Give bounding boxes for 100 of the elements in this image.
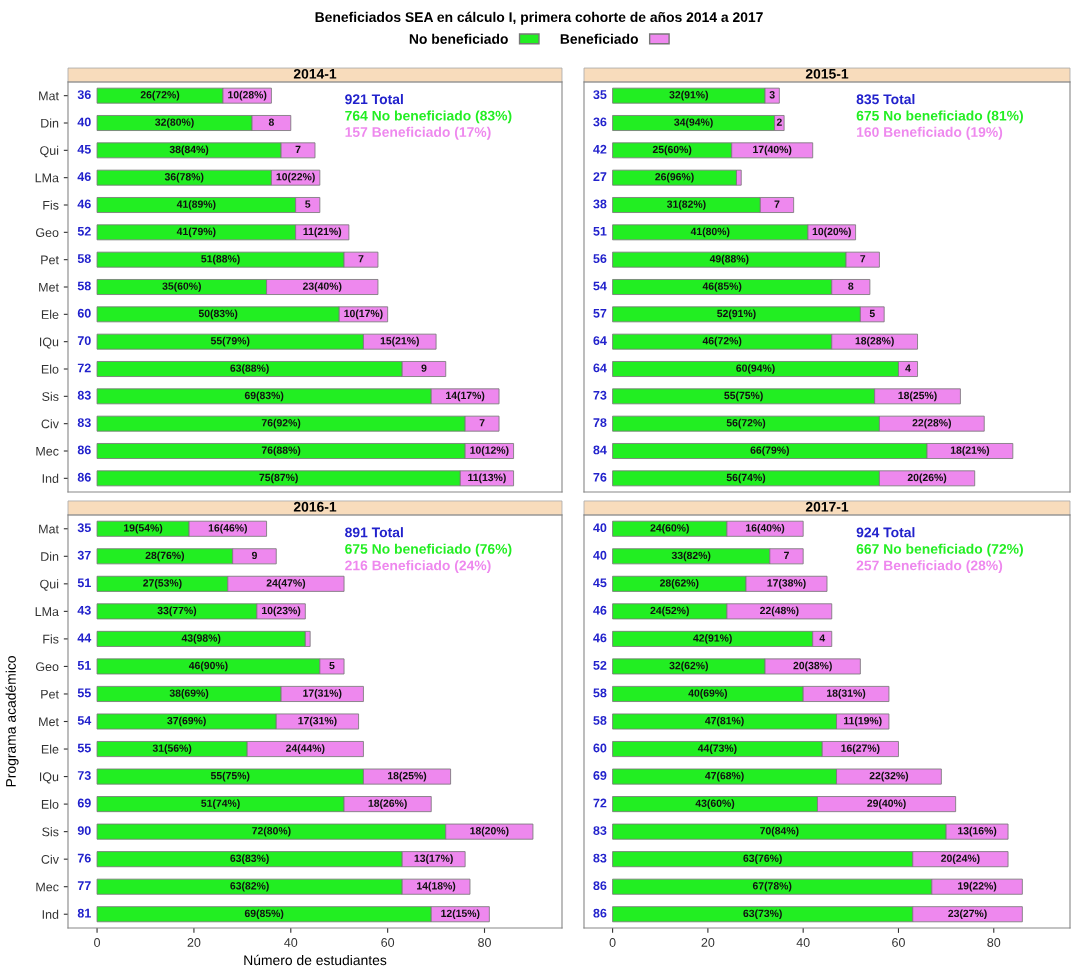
data-label: 33(82%) [671,551,711,562]
chart-subtitle: 2016-1 [293,501,337,512]
y-tick-label: Pet [41,255,59,265]
y-tick-label: Fis [43,634,59,644]
data-label: 24(60%) [650,523,689,534]
data-label: 51(74%) [201,799,240,809]
annotation: 675 No beneficiado (76%) [345,543,512,557]
total-label: 43 [77,605,91,615]
data-label: 32(91%) [669,90,708,101]
data-label: 47(81%) [705,716,744,727]
data-label: 7 [479,419,485,427]
x-tick-label: 80 [987,938,1001,947]
total-label: 55 [77,688,91,698]
y-tick-label: Din [41,551,59,561]
total-label: 27 [593,172,607,181]
annotation: 216 Beneficiado (24%) [345,560,491,574]
y-tick-label: Qui [40,579,59,591]
data-label: 67(78%) [752,881,792,892]
y-tick-label: Mec [36,446,59,456]
total-label: 78 [593,418,607,428]
total-label: 77 [77,881,91,890]
total-label: 58 [593,688,607,698]
y-tick-label: Met [39,282,59,292]
x-tick-label: 60 [381,938,395,947]
data-label: 17(31%) [298,716,337,727]
data-label: 38(84%) [169,145,209,156]
data-label: 13(16%) [958,826,997,837]
data-label: 32(62%) [669,661,708,672]
data-label: 31(56%) [152,744,192,754]
total-label: 40 [593,550,607,560]
data-label: 8 [848,282,854,290]
total-label: 57 [593,308,607,318]
total-label: 37 [77,550,91,560]
data-label: 18(28%) [855,336,894,347]
data-label: 18(21%) [950,446,990,456]
data-label: 10(23%) [262,606,301,617]
annotation: 835 Total [856,93,915,105]
total-label: 86 [77,472,91,482]
total-label: 46 [77,199,91,209]
data-label: 12(15%) [441,909,480,920]
data-label: 5 [869,309,875,318]
data-label: 19(22%) [958,881,997,892]
total-label: 51 [77,578,91,588]
legend-label: Beneficiado [560,33,639,44]
data-label: 10(17%) [344,309,383,320]
chart-subtitle: 2014-1 [293,68,337,79]
total-label: 84 [593,445,607,455]
data-label: 55(75%) [724,391,763,402]
total-label: 56 [593,254,607,264]
x-tick-label: 20 [701,938,715,947]
data-label: 24(44%) [285,744,325,754]
data-label: 22(32%) [869,771,909,782]
data-label: 32(80%) [155,118,194,128]
data-label: 22(28%) [912,418,951,429]
data-label: 38(69%) [169,689,209,699]
data-label: 43(60%) [695,799,735,809]
data-label: 51(88%) [201,254,240,265]
total-label: 72 [593,798,607,808]
data-label: 42(91%) [693,634,732,644]
total-label: 36 [593,117,607,127]
data-label: 52(91%) [717,309,756,320]
data-label: 11(19%) [843,716,882,727]
total-label: 86 [77,445,91,455]
annotation: 667 No beneficiado (72%) [856,543,1023,557]
data-label: 14(17%) [446,391,485,402]
y-tick-label: Ind [42,473,59,483]
total-label: 35 [593,90,607,100]
data-label: 2 [776,118,782,126]
data-label: 18(25%) [387,771,427,782]
total-label: 45 [77,144,91,154]
data-label: 22(48%) [760,606,799,617]
data-label: 46(85%) [702,282,742,292]
data-label: 23(40%) [302,282,342,292]
data-label: 44(73%) [697,744,737,754]
data-label: 24(47%) [266,578,306,589]
data-label: 18(31%) [827,689,866,699]
total-label: 60 [77,308,91,318]
data-label: 3 [769,91,775,99]
y-tick-label: Qui [40,145,59,158]
data-label: 34(94%) [674,118,713,128]
total-label: 54 [593,281,607,291]
data-label: 10(12%) [470,446,509,456]
total-label: 45 [593,578,607,588]
y-tick-label: IQu [39,337,59,349]
data-label: 18(25%) [898,391,937,402]
data-label: 10(20%) [812,227,851,238]
data-label: 55(79%) [210,336,250,347]
total-label: 55 [77,743,91,753]
annotation: 924 Total [856,527,915,538]
data-label: 46(72%) [702,336,742,347]
data-label: 46(90%) [188,661,228,672]
data-label: 7 [784,551,789,559]
data-label: 69(85%) [244,909,284,920]
data-label: 9 [421,364,427,372]
data-label: 18(20%) [470,826,509,837]
data-label: 63(73%) [743,909,782,920]
data-label: 41(80%) [690,227,730,238]
data-label: 7 [358,255,364,263]
total-label: 90 [77,826,91,835]
data-label: 5 [305,200,311,208]
